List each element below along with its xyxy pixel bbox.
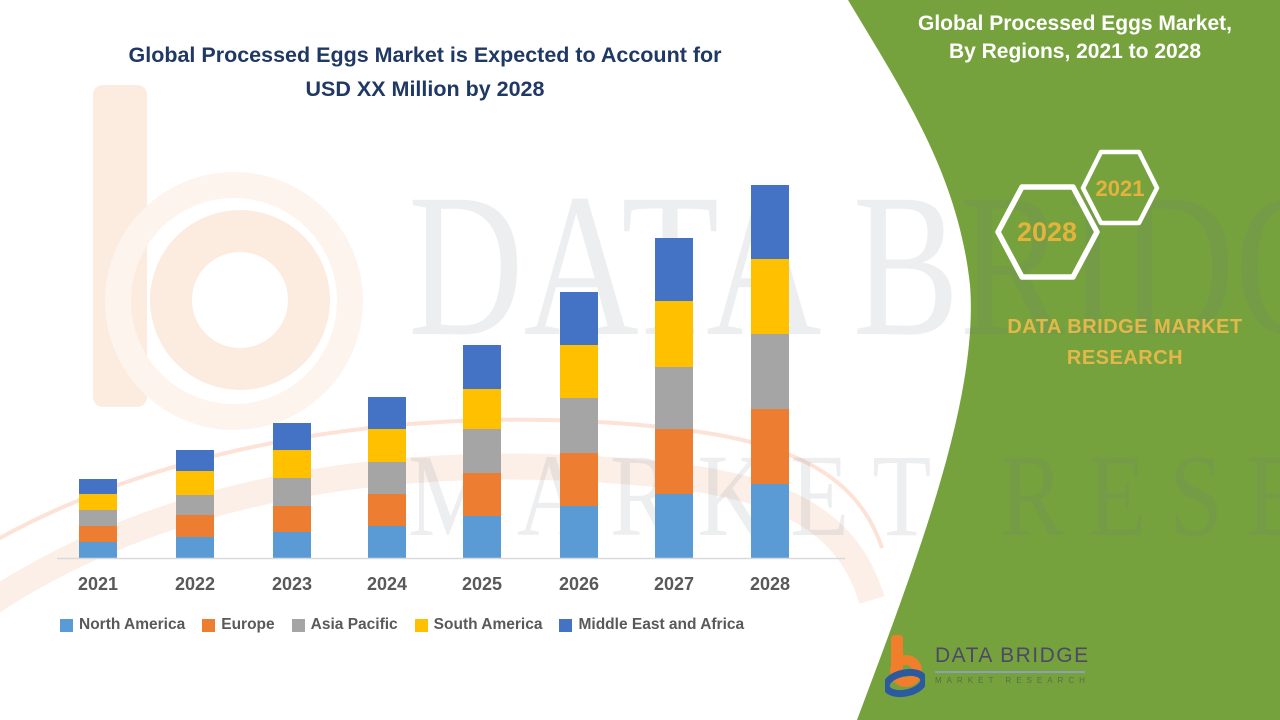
legend-swatch-icon <box>559 618 573 632</box>
bar-segment <box>751 484 789 558</box>
bar-segment <box>751 409 789 484</box>
bar-segment <box>273 423 311 450</box>
bar-segment <box>79 479 117 494</box>
logo-divider <box>935 671 1085 673</box>
bar-segment <box>368 494 406 526</box>
bar-segment <box>655 301 693 367</box>
legend-swatch-icon <box>60 618 73 632</box>
company-logo: DATA BRIDGE MARKET RESEARCH <box>885 633 1090 699</box>
bar-segment <box>176 515 214 537</box>
bar-segment <box>751 259 789 334</box>
x-axis-tick-label: 2028 <box>750 574 790 594</box>
logo-text: DATA BRIDGE MARKET RESEARCH <box>935 633 1090 685</box>
bar-segment <box>273 478 311 506</box>
legend-item: South America <box>414 616 543 634</box>
bar-segment <box>560 453 598 506</box>
logo-name: DATA BRIDGE <box>935 644 1090 667</box>
x-axis-tick-label: 2024 <box>367 574 407 594</box>
x-axis-tick-label: 2027 <box>654 574 694 594</box>
bar-segment <box>751 334 789 409</box>
brand-text-line1: DATA BRIDGE MARKET <box>1007 316 1243 338</box>
bar-segment <box>560 506 598 558</box>
x-axis-tick-label: 2023 <box>272 574 312 594</box>
bar-segment <box>655 238 693 301</box>
hexagon-2028-label: 2028 <box>1017 217 1077 247</box>
data-bridge-b-icon <box>885 635 925 698</box>
bar-segment <box>655 429 693 494</box>
hexagon-2021 <box>1080 149 1160 226</box>
bar-segment <box>273 506 311 532</box>
legend-label: South America <box>433 616 543 633</box>
x-axis-tick-label: 2022 <box>175 574 215 594</box>
bar-segment <box>176 450 214 471</box>
bar-segment <box>176 471 214 495</box>
bar-segment <box>79 510 117 526</box>
bar-segment <box>751 185 789 259</box>
side-panel-title-line1: Global Processed Eggs Market, <box>918 12 1232 35</box>
x-axis-tick-label: 2025 <box>462 574 502 594</box>
bar-segment <box>560 345 598 398</box>
bar-segment <box>368 526 406 558</box>
bar-segment <box>560 292 598 345</box>
hexagon-2028 <box>995 184 1100 280</box>
legend-swatch-icon <box>202 618 216 632</box>
bar-segment <box>368 397 406 429</box>
bar-segment <box>463 429 501 473</box>
bar-segment <box>655 367 693 429</box>
legend-label: Middle East and Africa <box>578 616 745 633</box>
legend-item: Europe <box>202 616 275 634</box>
chart-title-line2: USD XX Million by 2028 <box>305 77 545 101</box>
chart-title: Global Processed Eggs Market is Expected… <box>60 38 790 106</box>
bar-segment <box>368 429 406 462</box>
chart-title-line1: Global Processed Eggs Market is Expected… <box>128 43 722 67</box>
bar-segment <box>368 462 406 494</box>
bar-segment <box>463 345 501 389</box>
legend-item: North America <box>60 616 185 634</box>
bar-segment <box>463 516 501 558</box>
x-axis-tick-label: 2026 <box>559 574 599 594</box>
legend-label: Asia Pacific <box>310 616 398 633</box>
hexagon-2021-label: 2021 <box>1096 176 1145 201</box>
bar-segment <box>79 494 117 510</box>
legend-item: Asia Pacific <box>291 616 398 634</box>
legend-label: Europe <box>221 616 275 633</box>
side-panel-title: Global Processed Eggs Market, By Regions… <box>880 10 1270 66</box>
bar-segment <box>79 542 117 558</box>
brand-text: DATA BRIDGE MARKET RESEARCH <box>940 312 1280 374</box>
side-panel-title-line2: By Regions, 2021 to 2028 <box>948 40 1202 63</box>
bar-segment <box>176 537 214 558</box>
x-axis-tick-label: 2021 <box>78 574 118 594</box>
logo-subtitle: MARKET RESEARCH <box>935 676 1090 685</box>
bar-segment <box>655 494 693 558</box>
bar-segment <box>463 389 501 429</box>
brand-text-line2: RESEARCH <box>1066 347 1184 369</box>
bar-segment <box>79 526 117 542</box>
legend-swatch-icon <box>291 618 305 632</box>
legend-label: North America <box>79 616 186 633</box>
bar-segment <box>463 473 501 516</box>
bar-segment <box>560 398 598 453</box>
legend-item: Middle East and Africa <box>559 616 744 634</box>
legend-swatch-icon <box>414 618 428 632</box>
bar-segment <box>273 532 311 558</box>
bar-segment <box>176 495 214 515</box>
chart-legend: North America Europe Asia Pacific South Ame… <box>60 616 744 634</box>
bar-segment <box>273 450 311 478</box>
